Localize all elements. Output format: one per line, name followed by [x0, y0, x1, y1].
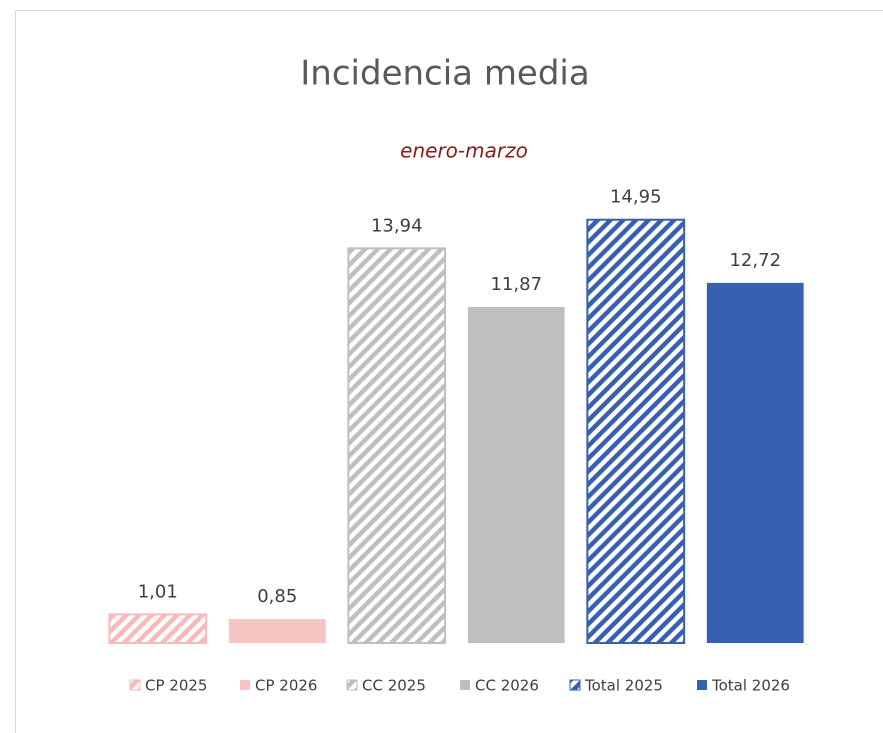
bar	[228, 618, 326, 643]
legend-swatch	[129, 679, 141, 691]
legend-swatch	[240, 680, 250, 690]
legend-label: Total 2025	[584, 677, 663, 695]
legend-swatch	[697, 680, 707, 690]
bar	[467, 306, 565, 643]
data-label: 0,85	[257, 586, 297, 607]
legend-swatch	[569, 679, 581, 691]
data-label: 11,87	[490, 274, 542, 295]
legend-swatch	[460, 680, 470, 690]
legend-label: CC 2026	[475, 677, 539, 695]
data-label: 1,01	[138, 581, 178, 602]
legend-label: CP 2025	[145, 677, 207, 695]
bar	[108, 613, 208, 644]
bar	[347, 247, 447, 644]
data-label: 12,72	[729, 250, 781, 271]
legend-swatch	[346, 679, 358, 691]
bar	[586, 218, 686, 644]
legend-label: CC 2025	[362, 677, 426, 695]
data-label: 14,95	[610, 187, 662, 208]
legend-label: Total 2026	[711, 677, 790, 695]
chart-subtitle: enero-marzo	[400, 139, 528, 163]
bar	[706, 282, 804, 643]
data-label: 13,94	[371, 215, 423, 236]
legend-label: CP 2026	[255, 677, 317, 695]
chart-title: Incidencia media	[300, 54, 589, 94]
